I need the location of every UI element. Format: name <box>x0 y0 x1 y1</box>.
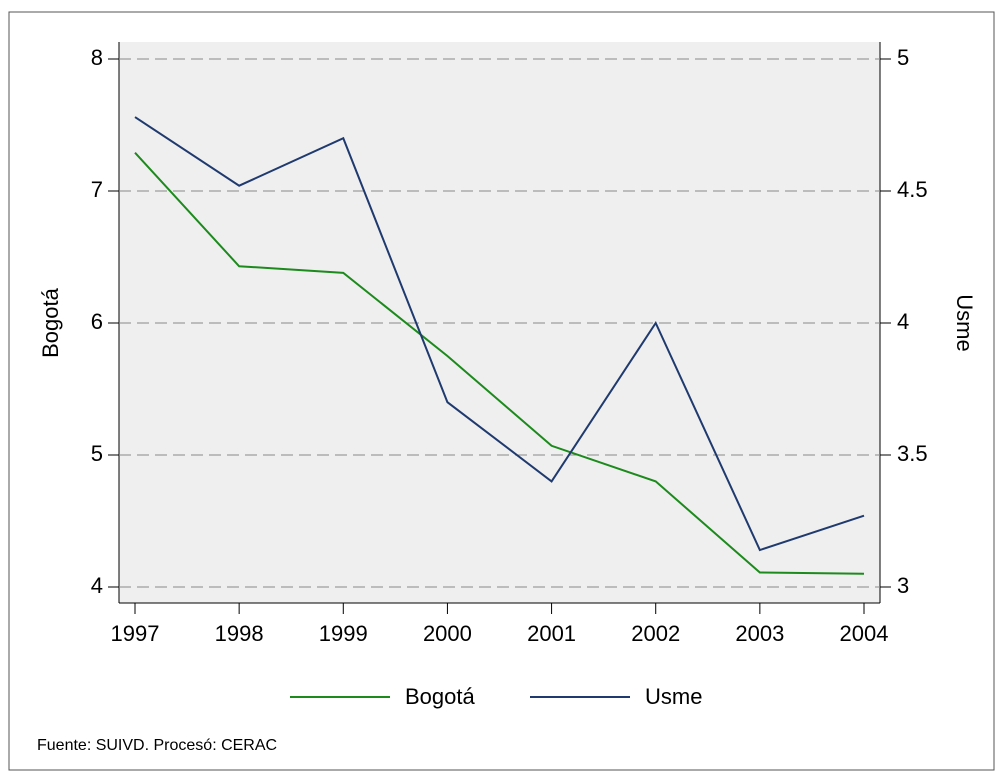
x-tick-label: 2004 <box>840 621 889 646</box>
x-tick-label: 2003 <box>735 621 784 646</box>
series-line <box>134 152 865 575</box>
x-tick-label: 2001 <box>527 621 576 646</box>
source-note: Fuente: SUIVD. Procesó: CERAC <box>37 737 277 754</box>
y2-tick-label: 5 <box>897 45 909 70</box>
x-tick-label: 1997 <box>111 621 160 646</box>
y-tick-label: 4 <box>91 573 103 598</box>
legend-label: Usme <box>645 684 702 709</box>
legend-label: Bogotá <box>405 684 475 709</box>
x-tick-label: 1999 <box>319 621 368 646</box>
y-tick-label: 7 <box>91 177 103 202</box>
y2-tick-label: 3 <box>897 573 909 598</box>
y-tick-label: 6 <box>91 309 103 334</box>
x-tick-label: 2000 <box>423 621 472 646</box>
x-tick-label: 2002 <box>631 621 680 646</box>
y2-tick-label: 3.5 <box>897 441 928 466</box>
y2-tick-label: 4 <box>897 309 909 334</box>
x-tick-label: 1998 <box>215 621 264 646</box>
y-tick-label: 5 <box>91 441 103 466</box>
y-axis-title: Bogotá <box>38 287 63 357</box>
series-line <box>134 116 865 552</box>
y2-tick-label: 4.5 <box>897 177 928 202</box>
y-tick-label: 8 <box>91 45 103 70</box>
y2-axis-title: Usme <box>952 294 977 351</box>
